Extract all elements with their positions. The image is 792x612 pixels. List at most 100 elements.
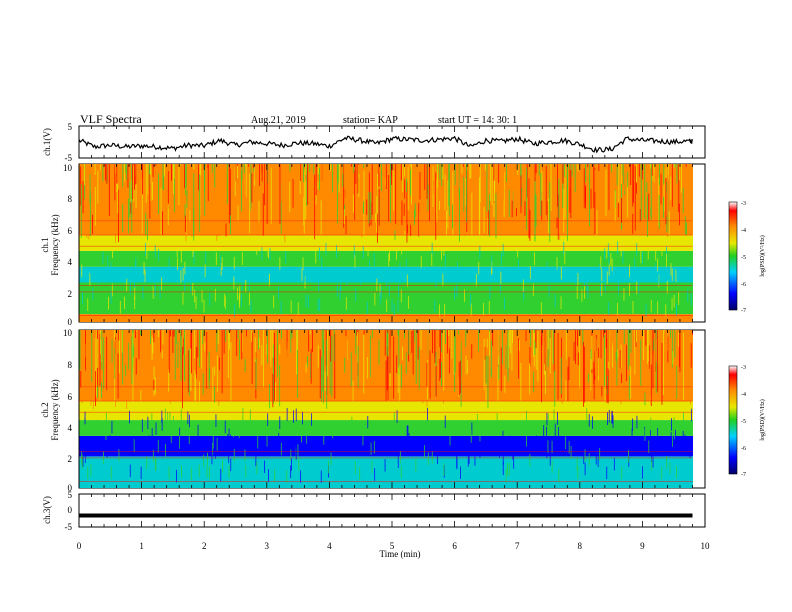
- spectrogram-speckle: [182, 268, 184, 281]
- spectrogram-speckle: [256, 242, 258, 255]
- spectrogram-streak: [125, 195, 127, 205]
- cb2-tick-m3: -3: [741, 365, 746, 371]
- spectrogram-streak: [406, 178, 407, 192]
- spectrogram-streak: [400, 364, 402, 389]
- spectrogram-streak: [80, 371, 82, 388]
- spectrogram-streak: [676, 164, 678, 184]
- spectrogram-streak: [274, 357, 275, 401]
- spectrogram-band: [79, 266, 693, 283]
- spectrogram-streak: [607, 368, 609, 404]
- spectrogram-streak: [534, 340, 536, 355]
- spectrogram-streak: [202, 330, 204, 345]
- spectrogram-speckle: [129, 281, 131, 295]
- spectrogram-speckle: [636, 415, 638, 429]
- spectrogram-streak: [358, 174, 360, 197]
- spectrogram-streak: [634, 330, 636, 375]
- spectrogram-streak: [92, 340, 94, 409]
- spectrogram-band: [79, 420, 693, 436]
- spectrogram-streak: [667, 330, 668, 351]
- spectrogram-speckle: [354, 255, 356, 268]
- spectrogram-speckle: [187, 411, 189, 424]
- spectrogram-streak: [508, 189, 510, 218]
- spectrogram-streak: [199, 174, 201, 232]
- spectrogram-speckle: [399, 271, 401, 284]
- spectrogram-speckle: [671, 297, 673, 311]
- spectrogram-streak: [574, 164, 576, 192]
- spectrogram-speckle: [238, 295, 240, 309]
- spectrogram-streak: [119, 330, 120, 374]
- spectrogram-speckle: [346, 272, 348, 286]
- spectrogram-speckle: [374, 468, 376, 481]
- spectrogram-speckle: [321, 257, 323, 270]
- spectrogram-streak: [113, 330, 115, 341]
- spectrogram-streak: [676, 366, 678, 399]
- spectrogram-streak: [529, 209, 531, 241]
- spectrogram-speckle: [369, 260, 370, 273]
- spectrogram-streak: [657, 330, 659, 392]
- spectrogram-streak: [670, 330, 671, 338]
- spectrogram-speckle: [227, 433, 229, 447]
- spectrogram-streak: [559, 187, 561, 240]
- spectrogram-streak: [131, 164, 133, 233]
- spectrogram-speckle: [479, 245, 481, 259]
- spectrogram-streak: [310, 353, 312, 379]
- spectrogram-streak: [498, 164, 500, 183]
- spectrogram-streak: [128, 342, 130, 370]
- spectrogram-speckle: [554, 294, 556, 308]
- spectrogram-streak: [477, 178, 479, 208]
- spectrogram-streak: [188, 194, 190, 221]
- spectrogram-streak: [333, 330, 335, 362]
- spectrogram-streak: [685, 164, 687, 167]
- cb1-tick-m3: -3: [741, 201, 746, 207]
- spectrogram-streak: [184, 215, 186, 232]
- spectrogram-streak: [369, 335, 371, 378]
- spectrogram-streak: [484, 346, 486, 360]
- spectrogram-streak: [310, 349, 312, 384]
- spectrogram-speckle: [228, 428, 230, 441]
- spectrogram-streak: [649, 330, 651, 378]
- spectrogram-speckle: [353, 245, 355, 258]
- spec2-ytick-2: 2: [68, 454, 73, 464]
- spectrogram-streak: [153, 379, 155, 390]
- spectrogram-speckle: [228, 450, 230, 464]
- spectrogram-streak: [344, 357, 346, 373]
- spectrogram-streak: [541, 191, 543, 221]
- spectrogram-streak: [585, 164, 587, 183]
- spectrogram-speckle: [588, 414, 590, 427]
- spectrogram-streak: [100, 164, 101, 171]
- spectrogram-speckle: [380, 286, 382, 299]
- spectrogram-streak: [150, 164, 151, 175]
- spectrogram-speckle: [442, 273, 444, 287]
- spectrogram-streak: [663, 196, 664, 218]
- spectrogram-streak: [636, 183, 637, 194]
- spectrogram-streak: [121, 164, 122, 207]
- spectrogram-speckle: [320, 268, 322, 281]
- spectrogram-streak: [194, 330, 196, 359]
- spectrogram-streak: [396, 355, 398, 374]
- spectrogram-speckle: [86, 422, 87, 436]
- spectrogram-speckle: [601, 283, 603, 296]
- spectrogram-speckle: [505, 469, 507, 482]
- spectrogram-streak: [640, 164, 642, 221]
- spectrogram-streak: [272, 330, 274, 358]
- spectrogram-streak: [163, 175, 164, 190]
- spectrogram-streak: [94, 164, 96, 175]
- spectrogram-streak: [465, 178, 467, 207]
- spectrogram-speckle: [248, 279, 250, 292]
- spectrogram-streak: [157, 164, 158, 183]
- spectrogram-streak: [85, 369, 87, 392]
- spectrogram-streak: [167, 203, 169, 226]
- spectrogram-streak: [184, 204, 186, 220]
- spectrogram-streak: [217, 330, 219, 344]
- spectrogram-streak: [312, 330, 313, 352]
- spectrogram-streak: [319, 349, 321, 399]
- spectrogram-speckle: [126, 278, 128, 292]
- spectrogram-streak: [474, 330, 476, 334]
- spectrogram-speckle: [456, 456, 458, 470]
- spectrogram-streak: [243, 164, 245, 174]
- spectrogram-streak: [319, 168, 320, 191]
- spectrogram-streak: [466, 362, 468, 393]
- spectrogram-speckle: [629, 283, 630, 296]
- spectrogram-streak: [563, 332, 565, 343]
- spectrogram-speckle: [379, 283, 381, 297]
